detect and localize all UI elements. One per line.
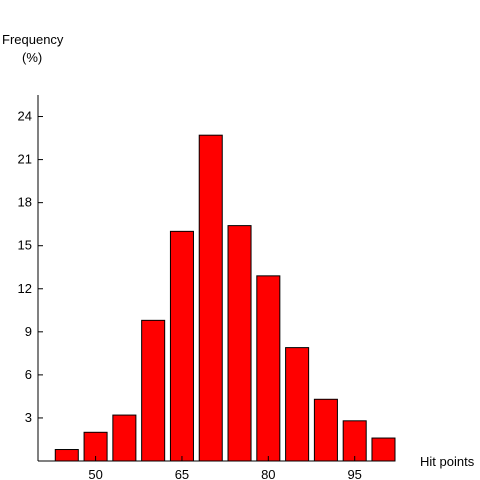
- x-tick-label-1: 65: [175, 467, 189, 480]
- y-tick-label-0: 3: [25, 410, 32, 425]
- y-tick-label-2: 9: [25, 324, 32, 339]
- x-tick-label-3: 95: [347, 467, 361, 480]
- y-tick-label-5: 18: [18, 195, 32, 210]
- y-tick-label-6: 21: [18, 152, 32, 167]
- y-axis-unit: (%): [22, 50, 43, 65]
- x-tick-label-2: 80: [261, 467, 275, 480]
- bar-8: [285, 347, 310, 462]
- y-tick-label-3: 12: [18, 281, 32, 296]
- bar-5: [198, 134, 223, 462]
- bar-11: [371, 437, 396, 462]
- y-tick-label-7: 24: [18, 109, 32, 124]
- bar-6: [227, 225, 252, 462]
- y-tick-label-4: 15: [18, 238, 32, 253]
- bar-9: [313, 398, 338, 462]
- bar-10: [342, 420, 367, 462]
- bar-2: [112, 414, 137, 462]
- bar-4: [169, 230, 194, 462]
- bar-3: [141, 319, 166, 462]
- bar-7: [256, 275, 281, 462]
- x-tick-label-0: 50: [88, 467, 102, 480]
- y-axis-label: Frequency: [2, 32, 64, 47]
- x-axis-label: Hit points: [420, 454, 475, 469]
- y-tick-label-1: 6: [25, 367, 32, 382]
- bar-0: [54, 449, 79, 462]
